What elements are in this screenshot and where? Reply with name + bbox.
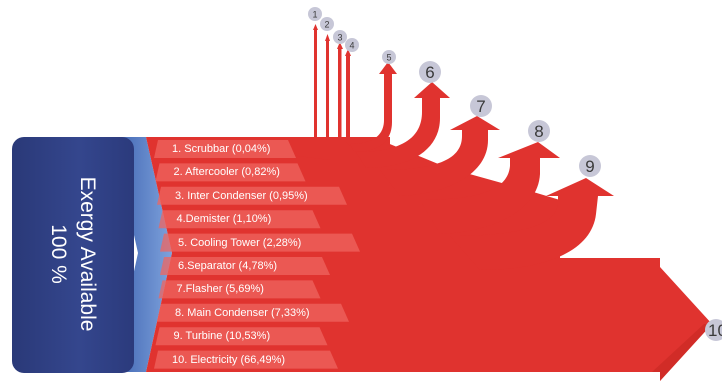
output-marker-number-4: 4 <box>349 41 354 51</box>
label-band-4 <box>158 210 321 229</box>
exergy-available-value: 100 % <box>47 224 70 284</box>
output-marker-circle-7 <box>470 95 492 117</box>
stream-label-2: 2. Aftercooler (0,82%) <box>173 166 280 179</box>
output-marker-number-3: 3 <box>337 33 342 43</box>
output-marker-circle-10 <box>705 319 722 341</box>
stream-label-1: 1. Scrubbar (0,04%) <box>172 143 271 155</box>
output-marker-number-6: 6 <box>425 63 434 82</box>
output-marker-7: 7 <box>470 95 492 117</box>
label-band-5 <box>160 233 360 252</box>
stream-label-4: 4.Demister (1,10%) <box>176 213 272 226</box>
output-marker-5: 5 <box>382 50 396 64</box>
label-band-8 <box>157 303 349 322</box>
output-marker-number-5: 5 <box>386 53 391 63</box>
output-marker-circle-9 <box>579 155 601 177</box>
branch-9 <box>450 178 614 270</box>
branch-group-small <box>313 24 351 146</box>
stream-label-6: 6.Separator (4,78%) <box>178 260 278 272</box>
label-band-3 <box>157 186 347 205</box>
output-marker-circle-3 <box>333 30 347 44</box>
exergy-available-text: Exergy Available 100 % <box>44 136 102 372</box>
output-marker-circle-8 <box>528 120 550 142</box>
output-marker-9: 9 <box>579 155 601 177</box>
output-marker-number-10: 10 <box>708 321 722 340</box>
label-band-2 <box>155 163 306 182</box>
label-band-9 <box>155 327 328 346</box>
branch-6 <box>356 82 450 168</box>
branch-5 <box>350 62 397 152</box>
exergy-available-title: Exergy Available <box>76 176 99 332</box>
label-band-10 <box>154 350 338 369</box>
branch-4 <box>346 55 350 146</box>
output-marker-4: 4 <box>345 38 359 52</box>
output-marker-8: 8 <box>528 120 550 142</box>
label-band-1 <box>154 140 296 158</box>
stream-label-3: 3. Inter Condenser (0,95%) <box>175 189 308 202</box>
label-bands <box>154 140 360 369</box>
branch-7 <box>380 116 500 196</box>
output-marker-circle-6 <box>419 61 441 83</box>
output-marker-6: 6 <box>419 61 441 83</box>
output-marker-1: 1 <box>308 7 322 21</box>
branch-2 <box>326 40 329 138</box>
branch-1-tip <box>313 24 318 30</box>
exergy-available-box <box>12 137 134 373</box>
output-marker-circle-5 <box>382 50 396 64</box>
branch-2-tip <box>325 34 330 41</box>
branch-3-tip <box>337 42 343 49</box>
output-marker-number-2: 2 <box>324 20 329 30</box>
branch-3 <box>338 48 342 140</box>
label-band-6 <box>160 257 330 275</box>
output-marker-10: 10 <box>705 319 722 341</box>
output-marker-number-7: 7 <box>476 97 485 116</box>
output-marker-circle-4 <box>345 38 359 52</box>
output-marker-number-8: 8 <box>534 122 543 141</box>
output-marker-circle-1 <box>308 7 322 21</box>
branch-8 <box>420 142 560 234</box>
stream-label-9: 9. Turbine (10,53%) <box>173 330 271 343</box>
stream-label-10: 10. Electricity (66,49%) <box>172 353 286 366</box>
output-marker-3: 3 <box>333 30 347 44</box>
branch-4-tip <box>345 49 351 56</box>
output-marker-circle-2 <box>320 17 334 31</box>
stream-label-7: 7.Flasher (5,69%) <box>176 283 264 296</box>
branch-1 <box>314 30 317 138</box>
output-marker-2: 2 <box>320 17 334 31</box>
stream-label-8: 8. Main Condenser (7,33%) <box>175 306 310 319</box>
output-marker-number-1: 1 <box>312 10 317 20</box>
output-marker-number-9: 9 <box>585 157 594 176</box>
stream-label-5: 5. Cooling Tower (2,28%) <box>178 236 302 249</box>
label-band-7 <box>158 280 321 299</box>
